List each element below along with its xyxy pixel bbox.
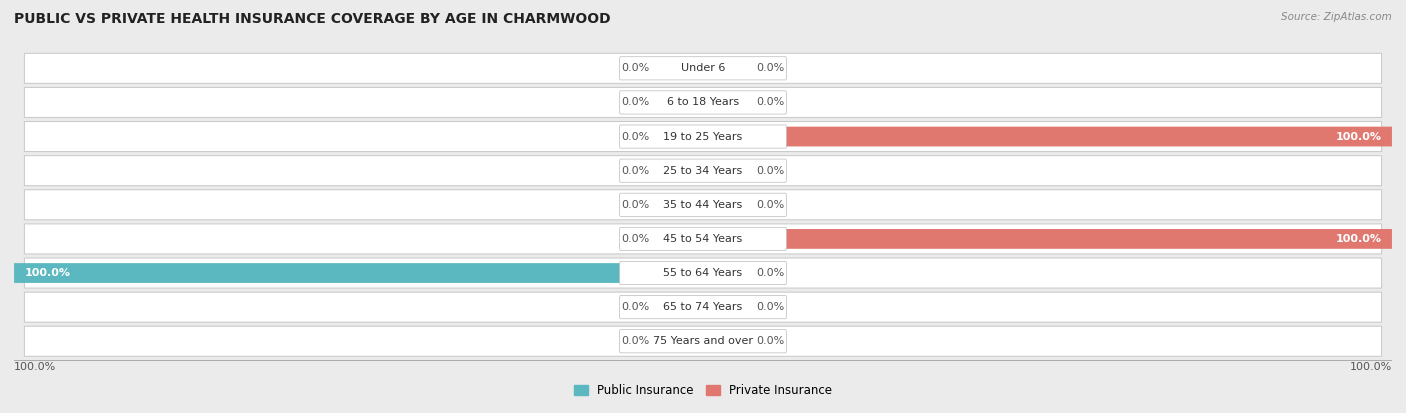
FancyBboxPatch shape bbox=[620, 330, 786, 353]
FancyBboxPatch shape bbox=[620, 296, 786, 319]
Text: 19 to 25 Years: 19 to 25 Years bbox=[664, 132, 742, 142]
Text: PUBLIC VS PRIVATE HEALTH INSURANCE COVERAGE BY AGE IN CHARMWOOD: PUBLIC VS PRIVATE HEALTH INSURANCE COVER… bbox=[14, 12, 610, 26]
FancyBboxPatch shape bbox=[24, 156, 1382, 186]
FancyBboxPatch shape bbox=[24, 224, 1382, 254]
FancyBboxPatch shape bbox=[655, 58, 703, 78]
Text: 0.0%: 0.0% bbox=[756, 63, 785, 74]
Text: 0.0%: 0.0% bbox=[756, 166, 785, 176]
Text: 0.0%: 0.0% bbox=[756, 268, 785, 278]
Text: 0.0%: 0.0% bbox=[621, 234, 650, 244]
Text: Under 6: Under 6 bbox=[681, 63, 725, 74]
Text: 0.0%: 0.0% bbox=[621, 97, 650, 107]
FancyBboxPatch shape bbox=[24, 292, 1382, 322]
Text: 45 to 54 Years: 45 to 54 Years bbox=[664, 234, 742, 244]
Text: 0.0%: 0.0% bbox=[621, 166, 650, 176]
FancyBboxPatch shape bbox=[703, 263, 751, 283]
FancyBboxPatch shape bbox=[703, 331, 751, 351]
Text: 0.0%: 0.0% bbox=[621, 302, 650, 312]
Text: 0.0%: 0.0% bbox=[756, 302, 785, 312]
FancyBboxPatch shape bbox=[24, 190, 1382, 220]
FancyBboxPatch shape bbox=[655, 127, 703, 147]
Legend: Public Insurance, Private Insurance: Public Insurance, Private Insurance bbox=[569, 379, 837, 401]
Text: 100.0%: 100.0% bbox=[14, 363, 56, 373]
Text: 75 Years and over: 75 Years and over bbox=[652, 336, 754, 346]
Text: 0.0%: 0.0% bbox=[756, 200, 785, 210]
Text: 65 to 74 Years: 65 to 74 Years bbox=[664, 302, 742, 312]
FancyBboxPatch shape bbox=[24, 53, 1382, 83]
Text: 25 to 34 Years: 25 to 34 Years bbox=[664, 166, 742, 176]
Text: 100.0%: 100.0% bbox=[24, 268, 70, 278]
FancyBboxPatch shape bbox=[703, 195, 751, 215]
FancyBboxPatch shape bbox=[703, 297, 751, 317]
FancyBboxPatch shape bbox=[655, 161, 703, 180]
Text: 0.0%: 0.0% bbox=[621, 132, 650, 142]
FancyBboxPatch shape bbox=[655, 297, 703, 317]
Text: 0.0%: 0.0% bbox=[621, 200, 650, 210]
FancyBboxPatch shape bbox=[655, 195, 703, 215]
Text: 100.0%: 100.0% bbox=[1350, 363, 1392, 373]
Text: 100.0%: 100.0% bbox=[1336, 234, 1382, 244]
Text: 55 to 64 Years: 55 to 64 Years bbox=[664, 268, 742, 278]
Text: 0.0%: 0.0% bbox=[756, 336, 785, 346]
Text: 6 to 18 Years: 6 to 18 Years bbox=[666, 97, 740, 107]
FancyBboxPatch shape bbox=[655, 229, 703, 249]
FancyBboxPatch shape bbox=[620, 261, 786, 285]
FancyBboxPatch shape bbox=[703, 93, 751, 112]
Text: 0.0%: 0.0% bbox=[621, 63, 650, 74]
FancyBboxPatch shape bbox=[14, 263, 703, 283]
Text: 0.0%: 0.0% bbox=[621, 336, 650, 346]
FancyBboxPatch shape bbox=[620, 159, 786, 182]
FancyBboxPatch shape bbox=[24, 88, 1382, 117]
FancyBboxPatch shape bbox=[655, 331, 703, 351]
FancyBboxPatch shape bbox=[703, 161, 751, 180]
FancyBboxPatch shape bbox=[24, 258, 1382, 288]
Text: 100.0%: 100.0% bbox=[1336, 132, 1382, 142]
FancyBboxPatch shape bbox=[703, 58, 751, 78]
FancyBboxPatch shape bbox=[24, 326, 1382, 356]
FancyBboxPatch shape bbox=[703, 127, 1392, 147]
FancyBboxPatch shape bbox=[620, 125, 786, 148]
Text: 0.0%: 0.0% bbox=[756, 97, 785, 107]
FancyBboxPatch shape bbox=[655, 93, 703, 112]
Text: 35 to 44 Years: 35 to 44 Years bbox=[664, 200, 742, 210]
FancyBboxPatch shape bbox=[620, 91, 786, 114]
FancyBboxPatch shape bbox=[620, 193, 786, 216]
FancyBboxPatch shape bbox=[703, 229, 1392, 249]
FancyBboxPatch shape bbox=[24, 121, 1382, 152]
FancyBboxPatch shape bbox=[620, 227, 786, 251]
Text: Source: ZipAtlas.com: Source: ZipAtlas.com bbox=[1281, 12, 1392, 22]
FancyBboxPatch shape bbox=[620, 57, 786, 80]
